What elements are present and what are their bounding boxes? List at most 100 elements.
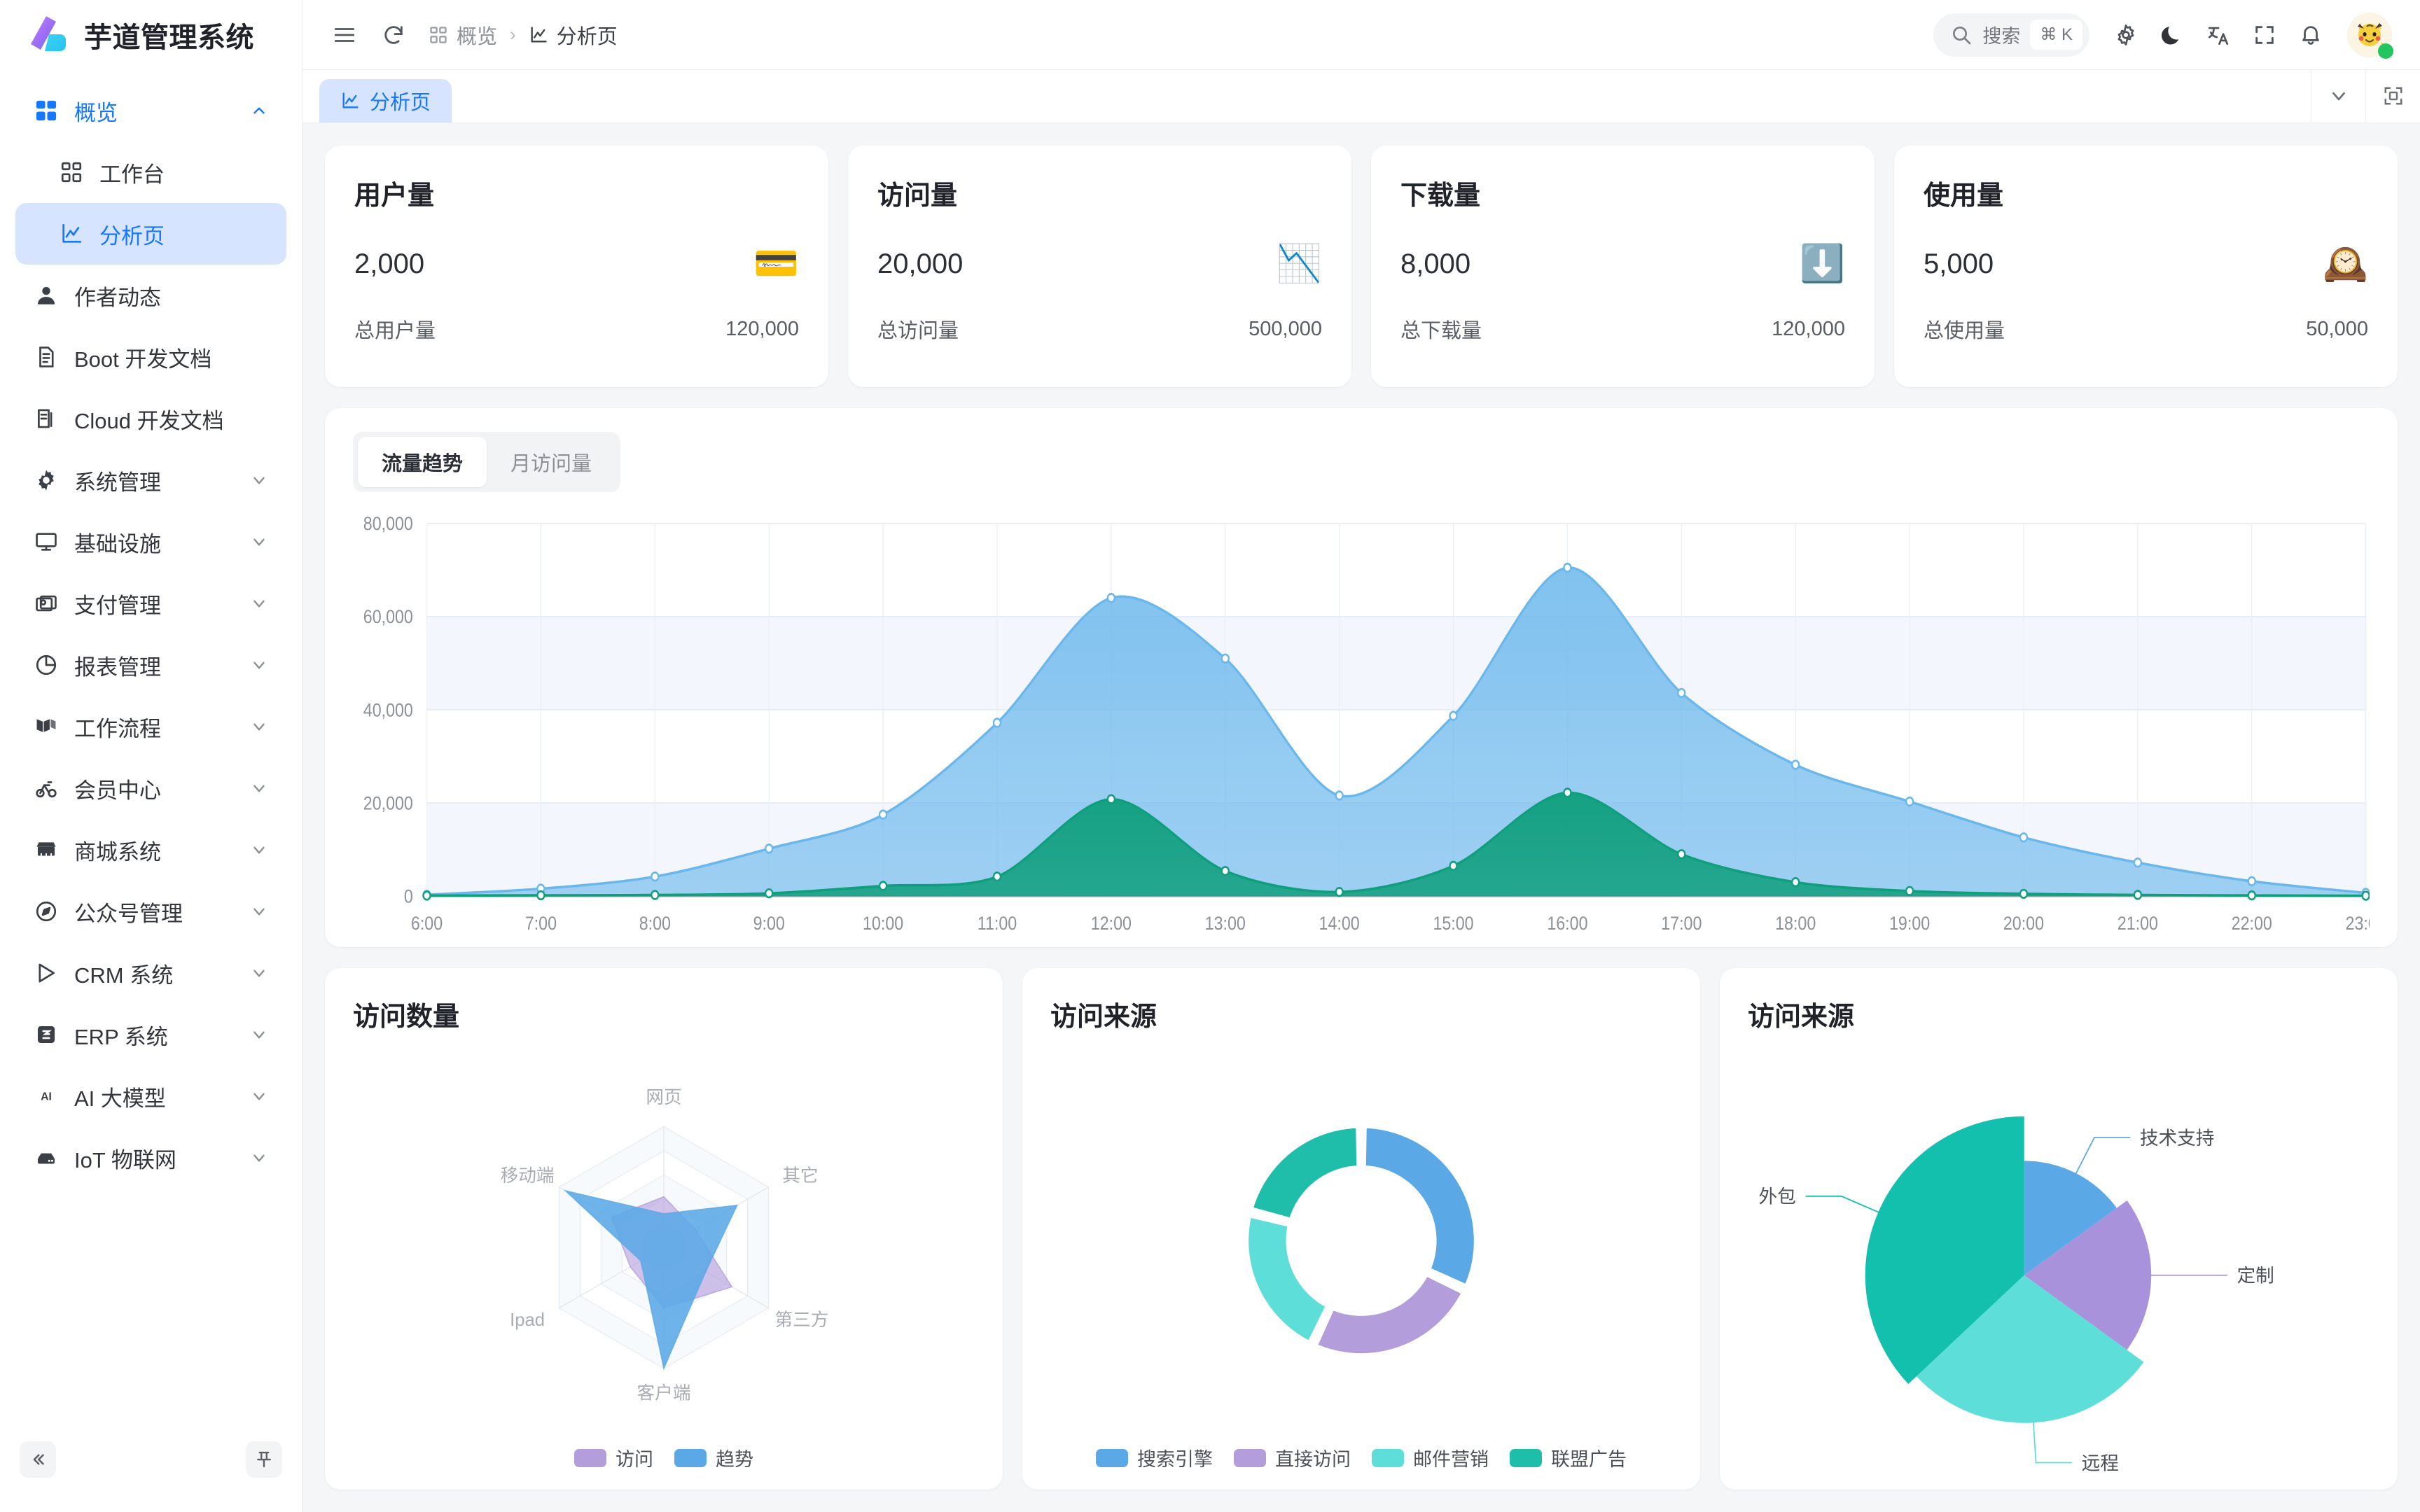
trend-tab-flow[interactable]: 流量趋势 bbox=[358, 437, 487, 487]
stat-total-value: 120,000 bbox=[1772, 317, 1845, 340]
legend-item-2[interactable]: 邮件营销 bbox=[1372, 1444, 1489, 1471]
chevron-up-icon[interactable] bbox=[250, 102, 268, 120]
sidebar-item-2[interactable]: 分析页 bbox=[15, 203, 286, 265]
shop-icon bbox=[34, 837, 59, 862]
svg-text:6:00: 6:00 bbox=[411, 913, 443, 934]
sidebar-item-12[interactable]: 商城系统 bbox=[15, 819, 286, 881]
sidebar-item-5[interactable]: Cloud 开发文档 bbox=[15, 388, 286, 449]
legend-item-1[interactable]: 趋势 bbox=[674, 1444, 753, 1471]
chevron-down-icon[interactable] bbox=[250, 1149, 268, 1167]
sidebar-item-label: 概览 bbox=[74, 100, 118, 125]
sidebar-item-0[interactable]: 概览 bbox=[15, 80, 286, 141]
svg-text:0: 0 bbox=[404, 886, 413, 907]
user-icon bbox=[34, 283, 59, 308]
breadcrumb-item-overview[interactable]: 概览 bbox=[429, 20, 497, 50]
stat-total-value: 500,000 bbox=[1249, 317, 1322, 340]
svg-text:外包: 外包 bbox=[1759, 1186, 1796, 1208]
sidebar-item-17[interactable]: IoT 物联网 bbox=[15, 1127, 286, 1189]
breadcrumb-item-analysis[interactable]: 分析页 bbox=[529, 20, 618, 50]
menu-toggle-button[interactable] bbox=[325, 15, 364, 55]
tab-analysis[interactable]: 分析页 bbox=[319, 79, 452, 122]
sidebar-item-4[interactable]: Boot 开发文档 bbox=[15, 326, 286, 388]
chevron-down-icon[interactable] bbox=[250, 1026, 268, 1044]
trend-tab-monthly[interactable]: 月访问量 bbox=[510, 453, 592, 475]
avatar-status-dot bbox=[2378, 43, 2393, 59]
sidebar-item-1[interactable]: 工作台 bbox=[15, 141, 286, 203]
legend-item-3[interactable]: 联盟广告 bbox=[1510, 1444, 1627, 1471]
chevron-down-icon[interactable] bbox=[250, 718, 268, 736]
svg-text:20,000: 20,000 bbox=[363, 793, 413, 814]
legend-item-0[interactable]: 访问 bbox=[574, 1444, 653, 1471]
sidebar-item-11[interactable]: 会员中心 bbox=[15, 757, 286, 819]
sidebar-item-label: 支付管理 bbox=[74, 593, 161, 618]
chevron-down-icon[interactable] bbox=[250, 841, 268, 859]
logo-row[interactable]: 芋道管理系统 bbox=[0, 0, 302, 70]
svg-text:21:00: 21:00 bbox=[2118, 913, 2158, 934]
sidebar-item-label: Boot 开发文档 bbox=[74, 346, 212, 372]
svg-text:AI: AI bbox=[41, 1091, 52, 1103]
chevron-down-icon[interactable] bbox=[250, 779, 268, 797]
dark-mode-button[interactable] bbox=[2153, 15, 2192, 55]
sidebar-item-label: 分析页 bbox=[99, 223, 165, 248]
sidebar-item-3[interactable]: 作者动态 bbox=[15, 265, 286, 326]
chevron-down-icon[interactable] bbox=[250, 964, 268, 982]
legend-item-1[interactable]: 直接访问 bbox=[1234, 1444, 1351, 1471]
fullscreen-button[interactable] bbox=[2245, 15, 2284, 55]
legend-swatch bbox=[1096, 1448, 1128, 1467]
pie-chart-icon: 📉 bbox=[1277, 244, 1322, 284]
svg-text:10:00: 10:00 bbox=[863, 913, 903, 934]
sidebar-item-label: 系统管理 bbox=[74, 470, 161, 495]
legend-swatch bbox=[1510, 1448, 1542, 1467]
chevron-down-icon[interactable] bbox=[250, 533, 268, 551]
clock-icon: 🕰️ bbox=[2323, 244, 2368, 284]
app-title: 芋道管理系统 bbox=[84, 22, 254, 53]
sidebar-item-10[interactable]: 工作流程 bbox=[15, 696, 286, 757]
sidebar-item-7[interactable]: 基础设施 bbox=[15, 511, 286, 573]
svg-text:22:00: 22:00 bbox=[2232, 913, 2272, 934]
member-bike-icon bbox=[34, 776, 59, 801]
panel-title: 访问来源 bbox=[1748, 1002, 1855, 1032]
sidebar-item-14[interactable]: CRM 系统 bbox=[15, 942, 286, 1004]
chevron-down-icon[interactable] bbox=[250, 656, 268, 674]
chevron-down-icon[interactable] bbox=[250, 902, 268, 920]
sidebar-item-label: 作者动态 bbox=[74, 285, 161, 310]
traffic-trend-card: 流量趋势 月访问量 0 20,000 40,000 60,000 80,000 6:00 7… bbox=[325, 408, 2398, 947]
sidebar-item-13[interactable]: 公众号管理 bbox=[15, 881, 286, 942]
stat-value: 5,000 bbox=[1924, 248, 1994, 279]
app-logo-icon bbox=[25, 13, 69, 57]
erp-box-icon bbox=[34, 1022, 59, 1047]
settings-button[interactable] bbox=[2106, 15, 2146, 55]
tab-expand-content-button[interactable] bbox=[2365, 69, 2420, 122]
chevron-down-icon[interactable] bbox=[250, 471, 268, 489]
chevron-down-icon[interactable] bbox=[250, 594, 268, 612]
avatar[interactable] bbox=[2347, 12, 2393, 59]
translate-button[interactable] bbox=[2199, 15, 2238, 55]
sidebar-item-label: 公众号管理 bbox=[74, 901, 183, 926]
sidebar-item-15[interactable]: ERP 系统 bbox=[15, 1004, 286, 1065]
svg-text:16:00: 16:00 bbox=[1547, 913, 1587, 934]
stat-card-3: 使用量 5,000 🕰️ 总使用量 50,000 bbox=[1894, 146, 2398, 387]
legend-swatch bbox=[1234, 1448, 1266, 1467]
chevron-down-icon[interactable] bbox=[250, 1087, 268, 1105]
stat-total-label: 总下载量 bbox=[1400, 320, 1482, 342]
notifications-button[interactable] bbox=[2291, 15, 2330, 55]
sidebar-item-9[interactable]: 报表管理 bbox=[15, 634, 286, 696]
legend-label: 直接访问 bbox=[1275, 1449, 1351, 1470]
trend-tab-group: 流量趋势 月访问量 bbox=[353, 432, 621, 492]
stat-title: 用户量 bbox=[354, 181, 435, 211]
sidebar-collapse-button[interactable] bbox=[20, 1441, 56, 1478]
page-content: 用户量 2,000 💳 总用户量 120,000 访问量 20,000 📉 总访… bbox=[302, 123, 2420, 1512]
sidebar-pin-button[interactable] bbox=[246, 1441, 282, 1478]
sidebar-item-6[interactable]: 系统管理 bbox=[15, 449, 286, 511]
stat-card-1: 访问量 20,000 📉 总访问量 500,000 bbox=[848, 146, 1351, 387]
stat-card-0: 用户量 2,000 💳 总用户量 120,000 bbox=[325, 146, 828, 387]
sidebar-item-label: 工作流程 bbox=[74, 716, 161, 741]
tab-dropdown-button[interactable] bbox=[2311, 69, 2365, 122]
dashboard-grid-icon bbox=[429, 25, 448, 45]
legend-item-0[interactable]: 搜索引擎 bbox=[1096, 1444, 1213, 1471]
search-input[interactable]: 搜索 ⌘ K bbox=[1933, 13, 2089, 57]
sidebar-item-8[interactable]: 支付管理 bbox=[15, 573, 286, 634]
refresh-button[interactable] bbox=[374, 15, 413, 55]
sidebar-item-16[interactable]: AI AI 大模型 bbox=[15, 1065, 286, 1127]
